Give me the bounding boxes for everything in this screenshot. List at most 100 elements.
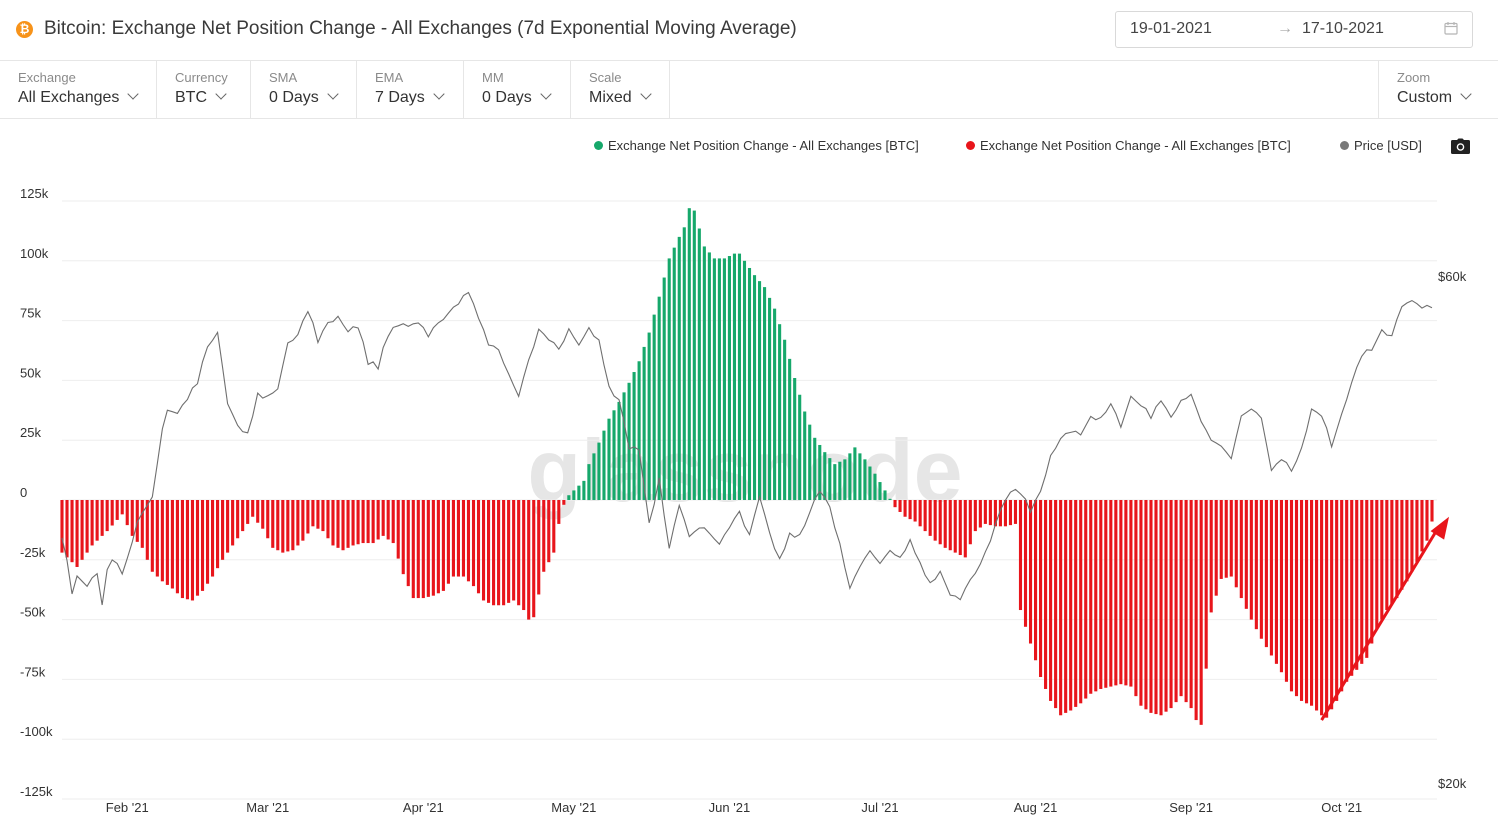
- y-tick-label: 75k: [20, 306, 41, 321]
- exchange-value[interactable]: All Exchanges: [18, 88, 140, 107]
- legend-item-price[interactable]: Price [USD]: [1340, 138, 1422, 153]
- bar: [727, 256, 731, 500]
- bar: [863, 459, 867, 500]
- bitcoin-icon: ₿: [16, 21, 33, 38]
- bar: [612, 410, 616, 500]
- bar: [497, 500, 501, 606]
- scale-select[interactable]: Scale Mixed: [571, 60, 670, 118]
- bar: [125, 500, 129, 526]
- bar: [1204, 500, 1208, 669]
- legend-dot-red: [966, 141, 975, 150]
- currency-value[interactable]: BTC: [175, 88, 227, 107]
- x-tick-label: Feb '21: [106, 800, 149, 815]
- bar: [582, 480, 586, 500]
- bar: [577, 485, 581, 500]
- bar: [567, 495, 571, 500]
- bar: [888, 498, 892, 500]
- bar: [376, 500, 380, 540]
- bar: [221, 500, 225, 560]
- bar: [768, 297, 772, 500]
- bar: [1129, 500, 1133, 687]
- ema-select[interactable]: EMA 7 Days: [357, 60, 464, 118]
- sma-select[interactable]: SMA 0 Days: [251, 60, 357, 118]
- bar: [1034, 500, 1038, 661]
- bar: [642, 346, 646, 500]
- bar: [1064, 500, 1068, 713]
- bar: [993, 500, 997, 527]
- bar: [532, 500, 536, 618]
- header-bar: ₿ Bitcoin: Exchange Net Position Change …: [0, 0, 1498, 61]
- camera-icon[interactable]: [1451, 138, 1470, 154]
- bar: [1154, 500, 1158, 715]
- bar: [1219, 500, 1223, 579]
- currency-select[interactable]: Currency BTC: [157, 60, 251, 118]
- arrow-right-icon: →: [1277, 20, 1293, 37]
- bar: [953, 500, 957, 553]
- bar: [893, 500, 897, 508]
- x-tick-label: Aug '21: [1014, 800, 1058, 815]
- calendar-icon[interactable]: [1444, 21, 1458, 35]
- bar: [1199, 500, 1203, 725]
- bar: [512, 500, 516, 601]
- bar: [155, 500, 159, 577]
- bar: [306, 500, 310, 534]
- mm-value[interactable]: 0 Days: [482, 88, 552, 107]
- x-tick-label: Jul '21: [861, 800, 898, 815]
- y-tick-label: 125k: [20, 186, 49, 201]
- bar: [1325, 500, 1329, 718]
- bar: [948, 500, 952, 551]
- bar: [140, 500, 144, 548]
- bar: [868, 466, 872, 500]
- y-tick-label: -125k: [20, 784, 53, 799]
- bar: [1390, 500, 1394, 605]
- zoom-select[interactable]: Zoom Custom: [1378, 60, 1498, 118]
- bar: [707, 252, 711, 500]
- bar: [632, 372, 636, 500]
- scale-value[interactable]: Mixed: [589, 88, 652, 107]
- bar: [210, 500, 215, 577]
- bar: [1039, 500, 1043, 678]
- bar: [1214, 500, 1218, 596]
- zoom-value[interactable]: Custom: [1397, 88, 1472, 107]
- bar: [908, 500, 912, 520]
- bar: [1370, 500, 1374, 644]
- bar: [411, 500, 415, 599]
- bar: [200, 500, 205, 591]
- bar: [983, 500, 987, 524]
- bar: [160, 500, 164, 582]
- date-from-input[interactable]: 19-01-2021: [1130, 20, 1212, 37]
- chevron-down-icon: [327, 88, 339, 100]
- bar: [1340, 500, 1344, 692]
- bar: [70, 500, 74, 563]
- y-tick-label: -25k: [20, 545, 46, 560]
- bar: [963, 500, 967, 558]
- exchange-select[interactable]: Exchange All Exchanges: [0, 60, 157, 118]
- bar: [1104, 500, 1108, 688]
- bar: [226, 500, 230, 553]
- legend-item-positive[interactable]: Exchange Net Position Change - All Excha…: [594, 138, 919, 153]
- bar: [552, 500, 556, 553]
- bar: [793, 378, 797, 500]
- legend-item-negative[interactable]: Exchange Net Position Change - All Excha…: [966, 138, 1291, 153]
- bar: [1069, 500, 1073, 711]
- date-to-input[interactable]: 17-10-2021: [1302, 20, 1384, 37]
- sma-value[interactable]: 0 Days: [269, 88, 339, 107]
- bar: [1074, 500, 1078, 707]
- bar: [466, 500, 471, 582]
- bar: [85, 500, 89, 553]
- mm-select[interactable]: MM 0 Days: [464, 60, 571, 118]
- bar: [677, 236, 681, 500]
- bar: [401, 500, 405, 575]
- ema-value[interactable]: 7 Days: [375, 88, 445, 107]
- bar: [291, 500, 295, 551]
- bar: [938, 500, 942, 545]
- bar: [1054, 500, 1058, 709]
- bar: [712, 258, 716, 500]
- bar: [231, 500, 235, 546]
- date-range-picker[interactable]: 19-01-2021 → 17-10-2021: [1115, 11, 1473, 48]
- bar: [115, 500, 119, 520]
- bar: [662, 277, 666, 500]
- x-tick-label: May '21: [551, 800, 596, 815]
- bar: [928, 500, 932, 536]
- bar: [1335, 500, 1339, 701]
